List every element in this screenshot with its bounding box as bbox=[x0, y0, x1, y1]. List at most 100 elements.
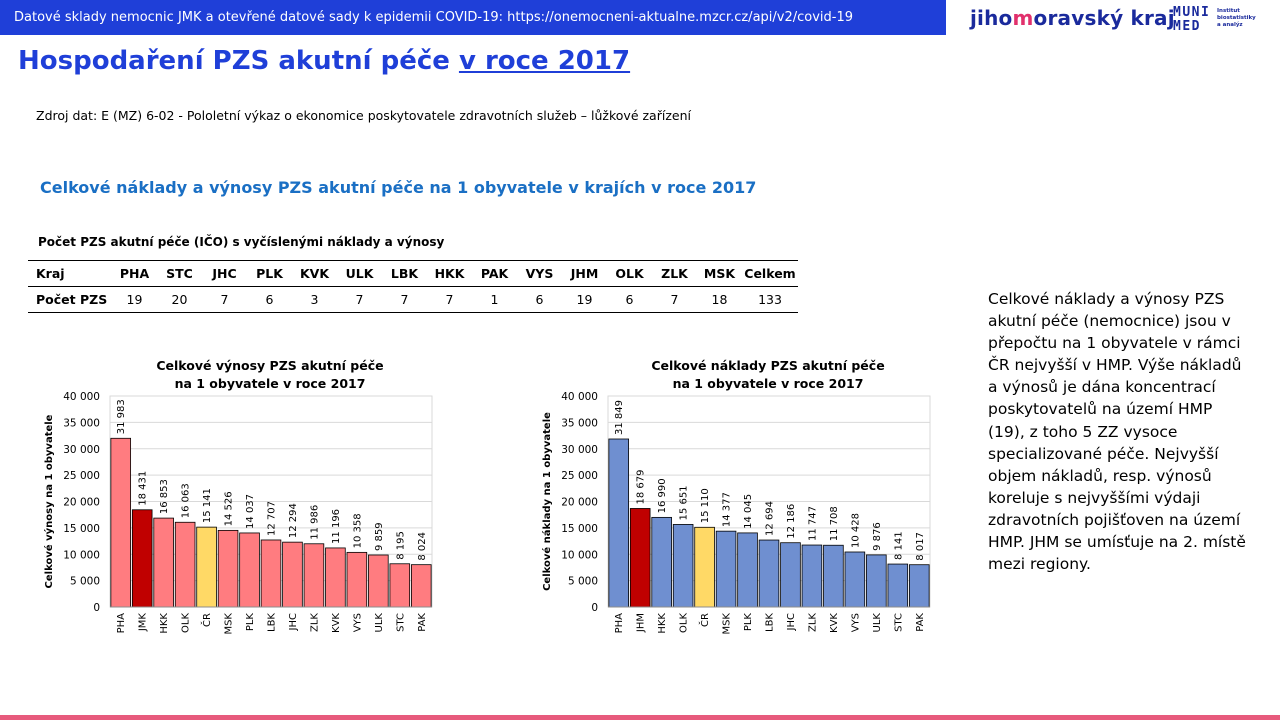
institute-line-1: Institut bbox=[1217, 8, 1240, 14]
data-label: 12 186 bbox=[786, 504, 797, 539]
x-tick-label: PHA bbox=[116, 613, 127, 634]
institute-line-3: a analýz bbox=[1217, 22, 1243, 28]
bar bbox=[303, 543, 325, 608]
x-tick-label: JHM bbox=[636, 613, 647, 633]
x-tick-label: KVK bbox=[331, 613, 342, 633]
x-tick-label: HKK bbox=[657, 613, 668, 634]
y-tick-label: 25 000 bbox=[561, 470, 598, 482]
table-cell: 7 bbox=[652, 286, 697, 313]
chart-title: Celkové náklady PZS akutní péče bbox=[651, 358, 884, 373]
cost-chart: Celkové náklady PZS akutní péče na 1 obyv… bbox=[541, 358, 931, 635]
data-label: 31 849 bbox=[614, 400, 625, 435]
table-cell: 18 bbox=[697, 286, 742, 313]
jmk-logo-part-2: m bbox=[1012, 6, 1034, 30]
data-label: 14 377 bbox=[722, 492, 733, 527]
bar bbox=[844, 551, 866, 608]
x-tick-label: ULK bbox=[872, 613, 883, 633]
page-title: Hospodaření PZS akutní péče v roce 2017 bbox=[18, 46, 630, 76]
y-tick-label: 15 000 bbox=[561, 523, 598, 535]
table-header-row: Kraj PHA STC JHC PLK KVK ULK LBK HKK PAK VYS JHM OL… bbox=[28, 260, 798, 287]
x-tick-label: OLK bbox=[679, 613, 690, 633]
data-label: 12 294 bbox=[288, 503, 299, 538]
x-tick-label: MSK bbox=[224, 613, 235, 635]
table-cell: 7 bbox=[337, 286, 382, 313]
banner-text: Datové sklady nemocnic JMK a otevřené da… bbox=[14, 10, 854, 25]
bar bbox=[780, 542, 801, 608]
y-axis-label: Celkové náklady na 1 obyvatele bbox=[541, 412, 553, 591]
data-label: 11 196 bbox=[331, 509, 342, 544]
table-header-cell: JHM bbox=[562, 260, 607, 287]
bar bbox=[196, 526, 217, 608]
x-tick-label: ČR bbox=[698, 613, 711, 627]
data-label: 10 358 bbox=[352, 513, 363, 548]
table-header-cell: Celkem bbox=[742, 260, 798, 287]
top-banner: Datové sklady nemocnic JMK a otevřené da… bbox=[0, 0, 946, 35]
table-cell: 20 bbox=[157, 286, 202, 313]
page-title-main: Hospodaření PZS akutní péče bbox=[18, 46, 459, 76]
data-label: 12 707 bbox=[267, 501, 278, 536]
jmk-logo-part-3: oravský kraj bbox=[1033, 6, 1175, 30]
y-tick-label: 35 000 bbox=[63, 417, 100, 429]
y-tick-label: 30 000 bbox=[561, 444, 598, 456]
data-label: 8 024 bbox=[417, 532, 428, 561]
table-caption: Počet PZS akutní péče (IČO) s vyčísleným… bbox=[38, 235, 445, 249]
section-subtitle: Celkové náklady a výnosy PZS akutní péče… bbox=[40, 178, 757, 197]
data-label: 15 110 bbox=[700, 488, 711, 523]
x-tick-label: STC bbox=[893, 613, 904, 632]
x-tick-label: ČR bbox=[200, 613, 213, 627]
institute-line-2: biostatistiky bbox=[1217, 15, 1256, 21]
x-tick-label: JHC bbox=[288, 613, 299, 631]
bar bbox=[672, 524, 694, 608]
bar bbox=[368, 554, 389, 608]
table-cell: 6 bbox=[517, 286, 562, 313]
data-source: Zdroj dat: E (MZ) 6-02 - Pololetní výkaz… bbox=[36, 108, 691, 123]
bar bbox=[389, 563, 411, 608]
table-cell: 19 bbox=[112, 286, 157, 313]
table-cell: 7 bbox=[202, 286, 247, 313]
bar bbox=[174, 521, 196, 608]
table-header-cell: HKK bbox=[427, 260, 472, 287]
x-tick-label: STC bbox=[395, 613, 406, 632]
y-tick-label: 35 000 bbox=[561, 417, 598, 429]
bar bbox=[110, 437, 132, 608]
muni-logo-bottom: MED bbox=[1173, 19, 1201, 34]
chart-title: na 1 obyvatele v roce 2017 bbox=[175, 376, 366, 391]
y-tick-label: 0 bbox=[93, 602, 100, 614]
x-tick-label: LBK bbox=[765, 613, 776, 632]
table-cell: 7 bbox=[382, 286, 427, 313]
x-tick-label: JHC bbox=[786, 613, 797, 631]
data-label: 14 526 bbox=[224, 491, 235, 526]
commentary-text: Celkové náklady a výnosy PZS akutní péče… bbox=[988, 290, 1246, 574]
x-tick-label: PLK bbox=[743, 613, 754, 632]
bar bbox=[651, 516, 672, 608]
table-header-cell: ZLK bbox=[652, 260, 697, 287]
pzs-count-table: Kraj PHA STC JHC PLK KVK ULK LBK HKK PAK VYS JHM OL… bbox=[28, 260, 798, 313]
x-tick-label: PAK bbox=[417, 613, 428, 632]
data-label: 9 859 bbox=[374, 522, 385, 551]
bar bbox=[410, 564, 432, 608]
y-tick-label: 30 000 bbox=[63, 444, 100, 456]
bar bbox=[629, 508, 651, 608]
table-cell: 19 bbox=[562, 286, 607, 313]
table-header-cell: ULK bbox=[337, 260, 382, 287]
institute-logo: Institut biostatistiky a analýz bbox=[1217, 8, 1256, 29]
y-tick-label: 40 000 bbox=[63, 391, 100, 403]
table-cell: 1 bbox=[472, 286, 517, 313]
bar bbox=[908, 564, 930, 608]
table-cell: 6 bbox=[247, 286, 292, 313]
data-label: 11 986 bbox=[309, 505, 320, 540]
x-tick-label: ZLK bbox=[807, 613, 818, 632]
table-header-cell: LBK bbox=[382, 260, 427, 287]
bar bbox=[866, 554, 887, 608]
bar bbox=[282, 541, 303, 608]
x-tick-label: JMK bbox=[138, 613, 149, 633]
bar bbox=[325, 547, 346, 608]
bar bbox=[715, 530, 737, 608]
y-tick-label: 10 000 bbox=[561, 549, 598, 561]
x-tick-label: ZLK bbox=[309, 613, 320, 632]
muni-med-logo: MUNI MED bbox=[1173, 6, 1210, 34]
bar bbox=[737, 532, 758, 608]
data-label: 18 679 bbox=[636, 469, 647, 504]
chart-title: na 1 obyvatele v roce 2017 bbox=[673, 376, 864, 391]
y-tick-label: 25 000 bbox=[63, 470, 100, 482]
